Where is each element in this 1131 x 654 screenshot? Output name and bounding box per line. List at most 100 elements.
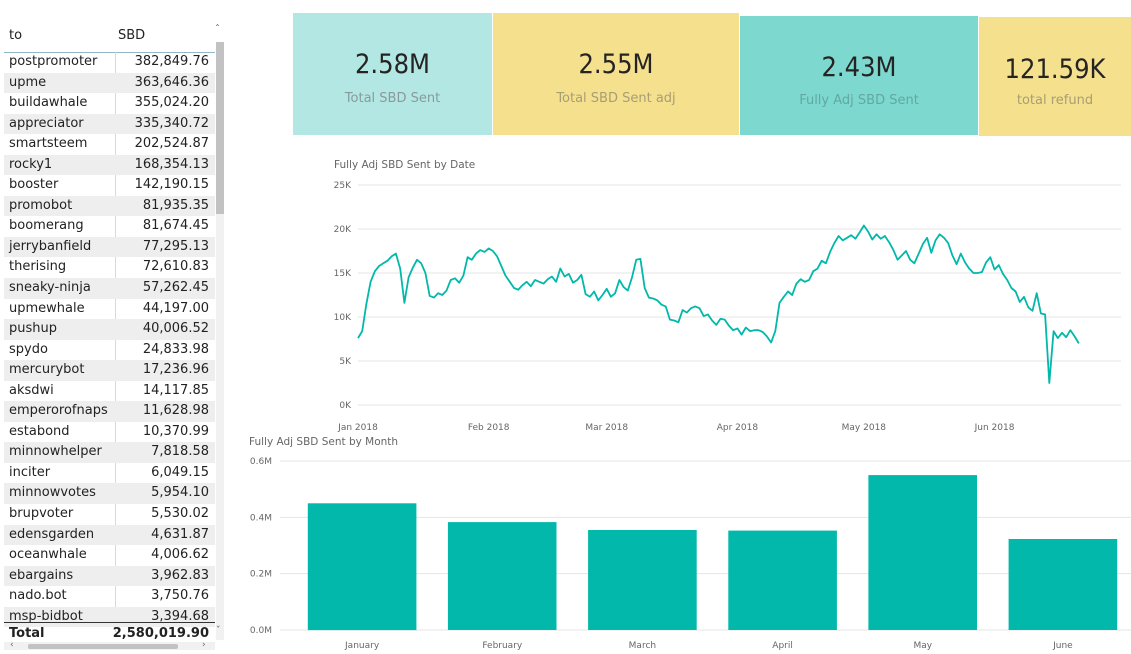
x-tick-label: March [629,641,656,651]
cell-to: mercurybot [9,362,85,378]
table-row[interactable]: appreciator 335,340.72 [4,113,215,135]
table-row[interactable]: therising 72,610.83 [4,257,215,278]
table-row[interactable]: ebargains 3,962.83 [4,565,215,587]
table-row[interactable]: postpromoter 382,849.76 [4,52,215,73]
cell-to: smartsteem [9,136,88,152]
cell-sbd: 363,646.36 [134,74,209,90]
total-label: Total [9,626,45,641]
y-tick-label: 25K [334,181,352,191]
cell-to: upme [9,74,47,90]
table-row[interactable]: buildawhale 355,024.20 [4,93,215,114]
vertical-scroll-thumb[interactable] [216,42,224,214]
table-row[interactable]: edensgarden 4,631.87 [4,524,215,546]
table-row[interactable]: inciter 6,049.15 [4,463,215,484]
cell-to: sneaky-ninja [9,280,91,296]
cell-to: inciter [9,464,51,480]
horizontal-scroll-thumb[interactable] [28,644,178,649]
kpi-value: 2.55M [578,49,654,80]
table-total-row: Total 2,580,019.90 [4,622,215,643]
kpi-card-fully-adj-sbd-sent[interactable]: 2.43M Fully Adj SBD Sent [740,16,978,135]
cell-sbd: 77,295.13 [142,238,209,254]
cell-to: estabond [9,423,70,439]
cell-sbd: 5,530.02 [151,506,209,522]
x-tick-label: Apr 2018 [717,423,759,433]
table-row[interactable]: jerrybanfield 77,295.13 [4,236,215,258]
table-row[interactable]: nado.bot 3,750.76 [4,586,215,607]
x-tick-label: April [772,641,793,651]
table-row[interactable]: emperorofnaps 11,628.98 [4,401,215,422]
table-row[interactable]: booster 142,190.15 [4,175,215,196]
y-tick-label: 5K [339,357,352,367]
scroll-down-icon[interactable]: ˇ [216,626,221,636]
x-tick-label: June [1052,641,1073,651]
y-tick-label: 20K [334,225,352,235]
cell-to: booster [9,177,59,193]
total-value: 2,580,019.90 [112,626,209,641]
table-row[interactable]: spydo 24,833.98 [4,340,215,361]
cell-sbd: 142,190.15 [134,177,209,193]
cell-to: nado.bot [9,588,67,604]
x-tick-label: Mar 2018 [585,423,628,433]
recipients-table: to SBD ˆ postpromoter 382,849.76 upme 363,6… [4,14,227,650]
table-row[interactable]: brupvoter 5,530.02 [4,504,215,525]
cell-to: pushup [9,321,57,337]
cell-to: edensgarden [9,526,95,542]
table-row[interactable]: minnowvotes 5,954.10 [4,483,215,505]
bar-chart-title: Fully Adj SBD Sent by Month [249,436,399,448]
table-row[interactable]: estabond 10,370.99 [4,422,215,443]
bar [307,503,417,631]
bar [728,530,837,630]
table-header: to SBD ˆ [4,18,220,53]
kpi-value: 2.43M [821,52,897,83]
bar [447,522,557,630]
cell-to: rocky1 [9,156,53,172]
sort-descending-icon[interactable]: ˆ [215,24,220,35]
x-tick-label: February [482,641,523,651]
y-tick-label: 15K [334,269,352,279]
table-row[interactable]: oceanwhale 4,006.62 [4,545,215,566]
cell-sbd: 11,628.98 [142,403,209,419]
kpi-card-total-sbd-sent-adj[interactable]: 2.55M Total SBD Sent adj [493,13,739,135]
scroll-right-icon[interactable]: › [202,640,206,650]
table-row[interactable]: rocky1 168,354.13 [4,154,215,176]
cell-to: postpromoter [9,54,98,69]
cell-to: therising [9,259,67,275]
cell-sbd: 24,833.98 [142,341,209,357]
cell-sbd: 40,006.52 [142,321,209,337]
kpi-card-total-sbd-sent[interactable]: 2.58M Total SBD Sent [293,13,492,135]
table-row[interactable]: upme 363,646.36 [4,72,215,94]
table-row[interactable]: boomerang 81,674.45 [4,216,215,237]
bar [588,530,697,630]
table-row[interactable]: sneaky-ninja 57,262.45 [4,278,215,299]
cell-sbd: 14,117.85 [142,382,209,398]
line-chart[interactable]: 0K 5K 10K 15K 20K 25K Jan 2018 Feb 2018 Mar 2018… [320,175,1131,435]
kpi-label: Fully Adj SBD Sent [799,93,919,108]
cell-sbd: 57,262.45 [142,280,209,296]
kpi-card-total-refund[interactable]: 121.59K total refund [979,17,1131,136]
bar-chart[interactable]: 0.0M 0.2M 0.4M 0.6M January February March Apri… [240,452,1131,654]
x-tick-label: May [913,641,932,651]
column-header-to[interactable]: to [9,28,23,43]
horizontal-scrollbar[interactable] [4,642,215,650]
column-header-sbd[interactable]: SBD [118,28,146,43]
cell-sbd: 10,370.99 [142,423,209,439]
table-row[interactable]: minnowhelper 7,818.58 [4,442,215,463]
cell-sbd: 44,197.00 [142,300,209,316]
cell-sbd: 355,024.20 [134,95,209,111]
scroll-left-icon[interactable]: ‹ [10,640,14,650]
cell-to: emperorofnaps [9,403,108,419]
table-row[interactable]: aksdwi 14,117.85 [4,381,215,402]
table-row[interactable]: smartsteem 202,524.87 [4,134,215,155]
table-row[interactable]: pushup 40,006.52 [4,319,215,340]
table-row[interactable]: promobot 81,935.35 [4,195,215,217]
table-row[interactable]: upmewhale 44,197.00 [4,299,215,320]
cell-sbd: 3,962.83 [151,567,209,583]
y-tick-label: 0.4M [250,513,272,523]
cell-sbd: 3,750.76 [151,588,209,604]
y-tick-label: 0.6M [250,457,272,467]
vertical-scrollbar[interactable] [216,42,224,640]
cell-to: spydo [9,341,48,357]
table-row[interactable]: mercurybot 17,236.96 [4,360,215,381]
cell-sbd: 81,935.35 [142,197,209,213]
line-chart-title: Fully Adj SBD Sent by Date [334,159,476,171]
